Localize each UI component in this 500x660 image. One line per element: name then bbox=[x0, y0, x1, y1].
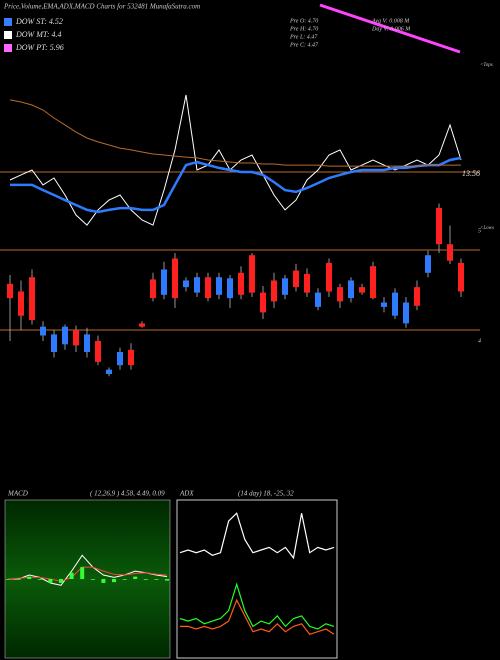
candle-body bbox=[370, 266, 376, 299]
histogram-bar bbox=[143, 579, 148, 580]
candle-body bbox=[139, 323, 145, 327]
legend-label: DOW PT: 5.96 bbox=[15, 43, 64, 52]
candle-body bbox=[40, 326, 46, 336]
candle-body bbox=[216, 277, 222, 295]
candle-body bbox=[326, 262, 332, 292]
candle-body bbox=[392, 292, 398, 316]
legend-swatch bbox=[4, 44, 12, 52]
candle-body bbox=[150, 279, 156, 299]
candle-body bbox=[271, 280, 277, 302]
info-text: Pre O: 4.70 bbox=[289, 17, 318, 24]
series-line bbox=[179, 512, 335, 560]
candle-body bbox=[458, 262, 464, 292]
histogram-bar bbox=[101, 579, 106, 583]
title: Price,Volume,EMA,ADX,MACD Charts for 532… bbox=[3, 3, 200, 11]
series-line bbox=[9, 99, 461, 167]
macd-panel bbox=[4, 499, 171, 659]
histogram-bar bbox=[122, 579, 127, 580]
candle-body bbox=[337, 287, 343, 302]
candle-body bbox=[183, 280, 189, 288]
histogram-bar bbox=[16, 579, 21, 580]
candle-body bbox=[172, 258, 178, 299]
candle-body bbox=[260, 292, 266, 313]
histogram-bar bbox=[27, 576, 32, 579]
candle-body bbox=[62, 326, 68, 345]
info-text: Pre H: 4.70 bbox=[289, 25, 318, 32]
candle-body bbox=[381, 302, 387, 307]
candle-body bbox=[359, 287, 365, 293]
candle-body bbox=[205, 277, 211, 299]
candle-body bbox=[106, 369, 112, 374]
candle-body bbox=[348, 280, 354, 299]
candle-body bbox=[304, 273, 310, 293]
series-line bbox=[179, 582, 335, 630]
histogram-bar bbox=[112, 579, 116, 583]
level-label: 13.56 bbox=[462, 169, 480, 178]
histogram-bar bbox=[59, 579, 63, 583]
info-text: Pre L: 4.47 bbox=[289, 33, 318, 40]
candle-body bbox=[194, 277, 200, 293]
candle-body bbox=[95, 341, 101, 362]
candle-body bbox=[7, 283, 13, 299]
tops-label: <Tops bbox=[480, 63, 493, 68]
histogram-bar bbox=[90, 579, 95, 580]
candle-body bbox=[425, 255, 431, 273]
candle-body bbox=[447, 244, 453, 261]
candle-body bbox=[436, 207, 442, 245]
candle-body bbox=[249, 255, 255, 293]
histogram-bar bbox=[69, 572, 74, 579]
info-text: Avg V: 0.008 M bbox=[371, 18, 410, 24]
y-tick-label: 4 bbox=[478, 337, 481, 344]
histogram-bar bbox=[6, 579, 10, 580]
series-line bbox=[180, 598, 335, 636]
histogram-bar bbox=[48, 579, 53, 583]
series-line bbox=[8, 554, 168, 586]
candle-body bbox=[315, 292, 321, 307]
candle-body bbox=[117, 352, 123, 366]
histogram-bar bbox=[37, 579, 42, 580]
legend-swatch bbox=[4, 31, 12, 39]
histogram-bar bbox=[133, 576, 138, 579]
candle-body bbox=[227, 278, 233, 299]
candle-body bbox=[18, 291, 24, 316]
candle-body bbox=[51, 334, 57, 352]
histogram-bar bbox=[154, 579, 159, 580]
macd-subtitle: ( 12,26,9 ) 4.58, 4.49, 0.09 bbox=[90, 490, 165, 498]
legend-label: DOW ST: 4.52 bbox=[15, 17, 63, 26]
histogram-bar bbox=[80, 567, 85, 579]
candle-body bbox=[84, 334, 90, 352]
series-line bbox=[10, 156, 462, 214]
adx-subtitle: (14 day) 18, -25, 32 bbox=[238, 490, 294, 498]
legend-label: DOW MT: 4.4 bbox=[15, 30, 62, 39]
macd-title: MACD bbox=[7, 490, 28, 498]
y-tick-label: 5 bbox=[478, 228, 481, 234]
info-text: Pre C: 4.47 bbox=[289, 41, 319, 48]
info-text: Day V: 0.006 M bbox=[371, 26, 411, 32]
candle-body bbox=[29, 277, 35, 321]
candle-body bbox=[293, 270, 299, 288]
series-line bbox=[7, 566, 168, 582]
candle-body bbox=[73, 330, 79, 346]
dow-pt-line bbox=[319, 3, 461, 54]
lows-label: <Lows bbox=[480, 226, 494, 231]
candle-body bbox=[414, 287, 420, 306]
candle-body bbox=[161, 269, 167, 295]
histogram-bar bbox=[165, 579, 169, 581]
adx-panel bbox=[176, 499, 338, 659]
candle-body bbox=[403, 302, 409, 324]
candle-body bbox=[282, 278, 288, 295]
candle-body bbox=[128, 349, 134, 366]
candle-body bbox=[238, 272, 244, 295]
legend-swatch bbox=[4, 18, 12, 26]
adx-title: ADX bbox=[179, 490, 194, 498]
